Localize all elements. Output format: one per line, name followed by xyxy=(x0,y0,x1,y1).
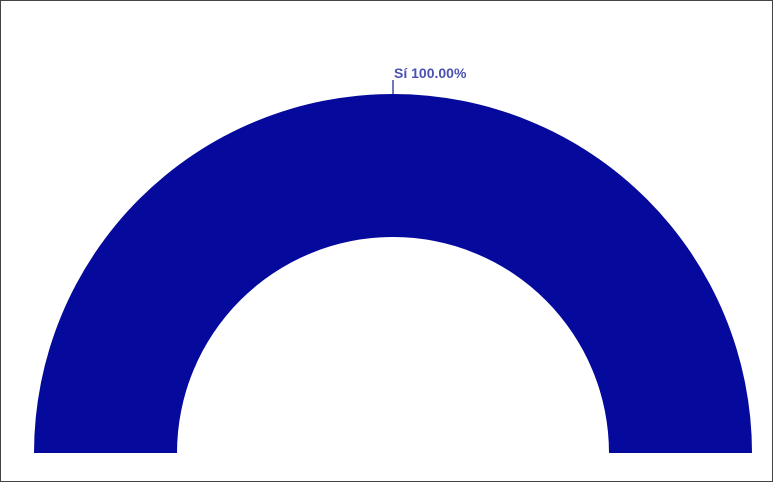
slice-0[interactable] xyxy=(34,94,752,453)
slice-0-label: Sí 100.00% xyxy=(394,65,467,81)
